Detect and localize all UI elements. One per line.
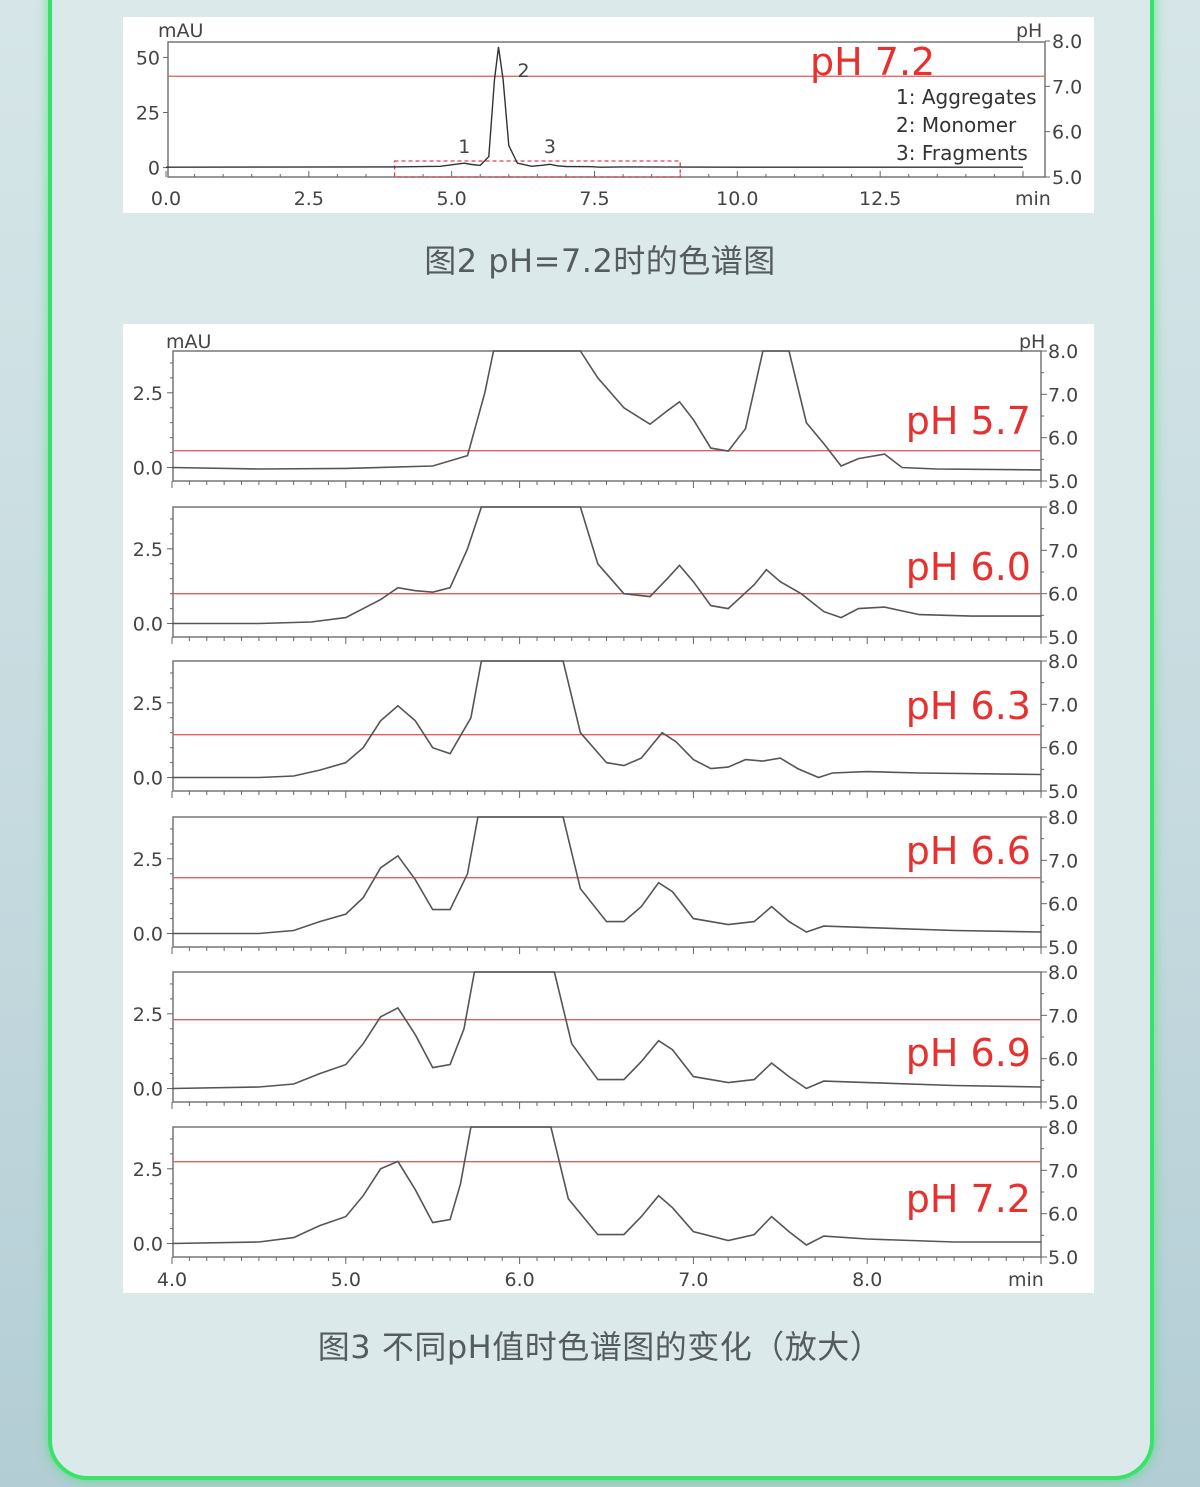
chromatogram-trace [171,971,1042,1090]
legend-entry: 3: Fragments [896,141,1028,165]
figure3-chart: mAU pH 0.0 2.5 5.0 6.0 7.0 8.0 pH 5.7 0.0 2.5 5.0 6.… [123,324,1094,1293]
y-axis-label: mAU [166,331,211,353]
y2-tick-label: 5.0 [1048,937,1078,959]
figure2-svg: 0.0 2.5 5.0 7.5 10.0 12.5 0 25 50 5.0 6.0 7.0 8.0 mAU… [136,20,1082,210]
x-tick-label: 5.0 [437,188,467,210]
ph-label: pH 6.9 [906,1031,1031,1075]
y-tick-label: 0.0 [133,458,163,480]
y-tick-label: 0.0 [133,1234,163,1256]
y-tick-label: 2.5 [133,539,163,561]
y2-tick-label: 7.0 [1048,694,1078,716]
y2-tick-label: 6.0 [1048,738,1078,760]
y-axis-label: mAU [158,20,203,42]
y-tick-label: 2.5 [133,693,163,715]
x-tick-label: 4.0 [157,1269,187,1291]
y-tick-label: 2.5 [133,1159,163,1181]
y2-tick-label: 7.0 [1048,1160,1078,1182]
plot-frame [167,41,1046,178]
y2-tick-label: 6.0 [1048,584,1078,606]
chromatogram-trace [165,46,1023,168]
ph-label: pH 7.2 [906,1177,1031,1221]
y2-tick-label: 6.0 [1048,1049,1078,1071]
y2-tick-label: 8.0 [1048,497,1078,519]
x-tick-label: 2.5 [294,188,324,210]
chromatogram-trace [172,816,1042,935]
y-tick-label: 0.0 [133,614,163,636]
y2-tick-label: 8.0 [1048,341,1078,363]
y-tick-label: 0.0 [133,768,163,790]
ph-label: pH 7.2 [810,40,935,84]
figure3-caption: 图3 不同pH值时色谱图的变化（放大） [317,1328,883,1366]
x-tick-label: 6.0 [504,1269,534,1291]
x-tick-label: 7.5 [579,188,609,210]
ph-label: pH 6.3 [906,684,1031,728]
y-tick-label: 0.0 [133,1079,163,1101]
legend-entry: 2: Monomer [896,113,1017,137]
y-tick-label: 2.5 [133,383,163,405]
figure2-caption: 图2 pH=7.2时的色谱图 [424,242,776,280]
y2-tick-label: 5.0 [1052,167,1082,189]
x-tick-label: 12.5 [859,188,901,210]
y2-tick-label: 8.0 [1048,651,1078,673]
peak-label: 3 [544,136,556,158]
peak-label: 2 [517,60,529,82]
y-tick-label: 0 [148,158,160,180]
chromatogram-trace [172,506,1041,625]
chromatogram-trace [172,660,1042,779]
x-tick-label: 5.0 [331,1269,361,1291]
ph-label: pH 6.6 [906,829,1031,873]
x-tick-label: 10.0 [716,188,758,210]
y2-axis-label: pH [1016,20,1042,42]
y2-tick-label: 5.0 [1048,627,1078,649]
y2-tick-label: 7.0 [1048,540,1078,562]
ph-label: pH 5.7 [906,399,1031,443]
x-tick-label: 7.0 [678,1269,708,1291]
y2-tick-label: 8.0 [1052,31,1082,53]
y2-tick-label: 5.0 [1048,471,1078,493]
peak-label: 1 [458,136,470,158]
y2-tick-label: 5.0 [1048,781,1078,803]
y2-tick-label: 5.0 [1048,1092,1078,1114]
x-axis-label: min [1008,1269,1044,1291]
y2-tick-label: 7.0 [1048,1005,1078,1027]
y2-tick-label: 6.0 [1048,1204,1078,1226]
x-tick-label: 0.0 [151,188,181,210]
y2-tick-label: 8.0 [1048,807,1078,829]
y2-tick-label: 7.0 [1048,850,1078,872]
y2-tick-label: 6.0 [1048,428,1078,450]
y2-axis-label: pH [1019,331,1045,353]
chromatogram-trace [171,1126,1041,1246]
zoom-region-box [393,160,681,178]
x-tick-label: 8.0 [852,1269,882,1291]
figure2-chart: 0.0 2.5 5.0 7.5 10.0 12.5 0 25 50 5.0 6.0 7.0 8.0 mAU… [123,17,1094,213]
y-tick-label: 2.5 [133,849,163,871]
y2-tick-label: 6.0 [1048,894,1078,916]
figure3-svg: mAU pH 0.0 2.5 5.0 6.0 7.0 8.0 pH 5.7 0.0 2.5 5.0 6.… [133,331,1078,1291]
y2-tick-label: 7.0 [1048,384,1078,406]
y-tick-label: 50 [136,47,160,69]
legend-entry: 1: Aggregates [896,85,1037,109]
y2-tick-label: 8.0 [1048,962,1078,984]
x-axis-label: min [1015,188,1051,210]
y-tick-label: 0.0 [133,924,163,946]
y-tick-label: 2.5 [133,1004,163,1026]
chromatogram-trace [171,350,1042,471]
y-tick-label: 25 [136,103,160,125]
y2-tick-label: 8.0 [1048,1117,1078,1139]
y2-tick-label: 5.0 [1048,1247,1078,1269]
y2-tick-label: 7.0 [1052,76,1082,98]
y2-tick-label: 6.0 [1052,122,1082,144]
ph-label: pH 6.0 [906,545,1031,589]
